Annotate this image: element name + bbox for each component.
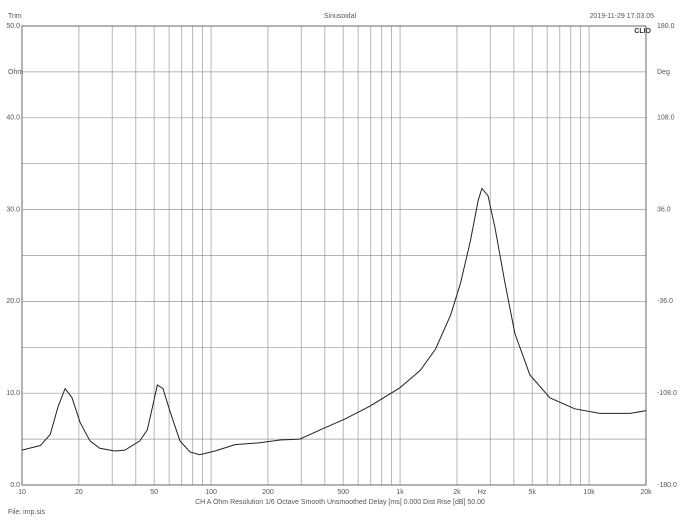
y2-tick-label: -108.0 (657, 390, 677, 397)
x-tick-label: 20k (640, 489, 652, 496)
y2-tick-label: 108.0 (657, 115, 675, 122)
x-tick-label: 1k (396, 489, 404, 496)
file-name: File: imp.sis (8, 509, 45, 516)
x-tick-label: 500 (337, 489, 349, 496)
brand: CLIO (634, 28, 651, 35)
y2-tick-label: -180.0 (657, 482, 677, 489)
y-axis-label: Ohm (8, 69, 23, 76)
impedance-curve (21, 187, 647, 456)
x-tick-label: 10k (583, 489, 595, 496)
y2-tick-label: -36.0 (657, 298, 673, 305)
timestamp: 2019-11-29 17.03.05 (590, 13, 655, 20)
x-axis-label: Hz (478, 489, 487, 496)
y-tick-label: 10.0 (6, 390, 20, 397)
y2-tick-label: 36.0 (657, 206, 671, 213)
x-tick-label: 200 (262, 489, 274, 496)
x-tick-label: 10 (18, 489, 26, 496)
y-tick-label: 50.0 (6, 23, 20, 30)
y-tick-label: 20.0 (6, 298, 20, 305)
y2-axis-label: Deg (657, 69, 670, 76)
x-tick-label: 5k (528, 489, 536, 496)
y-tick-label: 40.0 (6, 115, 20, 122)
header-left: Trim (8, 13, 22, 20)
x-tick-label: 20 (75, 489, 83, 496)
footer: CH A Ohm Resolution 1/6 Octave Smooth Un… (195, 499, 485, 506)
plot-frame (21, 25, 647, 486)
y2-tick-label: 180.0 (657, 23, 675, 30)
x-tick-label: 2k (453, 489, 461, 496)
y-tick-label: 30.0 (6, 206, 20, 213)
x-tick-label: 100 (205, 489, 217, 496)
y-tick-label: 0.0 (10, 482, 20, 489)
x-tick-label: 50 (150, 489, 158, 496)
chart-title: Sinusoidal (324, 13, 357, 20)
